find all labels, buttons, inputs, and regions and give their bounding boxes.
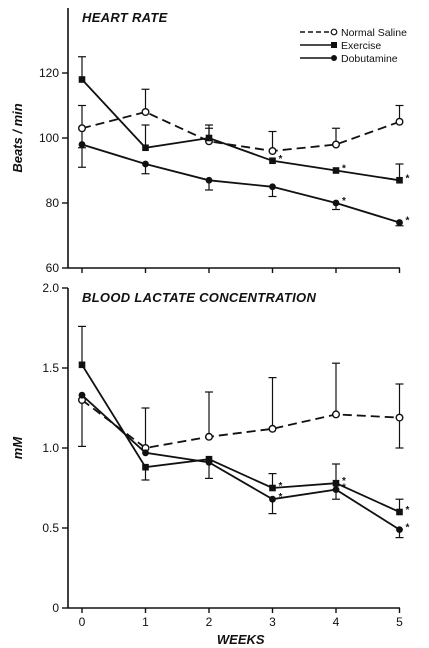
exercise-point — [332, 479, 340, 487]
dobutamine-point — [396, 219, 403, 226]
normal-saline-point — [332, 140, 341, 149]
exercise-significance-star: * — [279, 154, 283, 165]
normal-saline-line — [81, 399, 400, 449]
legend-dobutamine-label: Dobutamine — [341, 53, 398, 65]
dobutamine-line — [81, 143, 400, 224]
normal-saline-point — [268, 146, 277, 155]
normal-saline-point — [204, 432, 213, 441]
x-tick-label: 4 — [333, 615, 340, 629]
exercise-significance-star: * — [406, 173, 410, 184]
exercise-point — [78, 361, 86, 369]
exercise-point — [142, 463, 149, 471]
normal-saline-point — [395, 117, 404, 126]
dobutamine-significance-star: * — [342, 483, 346, 494]
panel-title: HEART RATE — [82, 10, 168, 25]
exercise-significance-star: * — [342, 164, 346, 175]
dobutamine-point — [205, 459, 213, 466]
exercise-significance-star: * — [279, 481, 283, 492]
legend-exercise-label: Exercise — [341, 40, 381, 52]
y-tick-label: 0.5 — [42, 521, 59, 535]
y-tick-label: 1.5 — [42, 361, 59, 375]
exercise-point — [205, 134, 213, 142]
dobutamine-point — [142, 449, 149, 457]
exercise-point — [269, 484, 276, 492]
dobutamine-significance-star: * — [406, 216, 410, 227]
legend-normal-saline-marker — [330, 28, 338, 36]
y-axis-label: mM — [10, 436, 25, 460]
normal-saline-point — [268, 424, 277, 433]
y-tick-label: 1.0 — [42, 441, 59, 455]
legend-normal-saline-label: Normal Saline — [341, 27, 407, 39]
x-tick-label: 5 — [396, 615, 403, 629]
panel-title: BLOOD LACTATE CONCENTRATION — [82, 290, 316, 305]
y-tick-label: 0 — [52, 601, 59, 615]
exercise-point — [269, 157, 276, 165]
exercise-significance-star: * — [406, 505, 410, 516]
dobutamine-point — [269, 183, 276, 191]
normal-saline-point — [395, 413, 404, 422]
exercise-line — [81, 78, 400, 182]
exercise-point — [78, 76, 86, 83]
dobutamine-point — [269, 495, 276, 503]
dobutamine-line — [81, 394, 400, 531]
dobutamine-significance-star: * — [406, 523, 410, 534]
exercise-point — [396, 508, 403, 516]
dobutamine-point — [142, 160, 149, 168]
legend-dobutamine-marker — [331, 55, 337, 61]
x-tick-label: 0 — [79, 615, 86, 629]
dobutamine-significance-star: * — [342, 196, 346, 207]
dobutamine-point — [78, 391, 86, 399]
dobutamine-point — [205, 176, 213, 184]
dobutamine-significance-star: * — [279, 492, 283, 503]
normal-saline-point — [332, 410, 341, 419]
y-axis-label: Beats / min — [10, 103, 25, 172]
y-tick-label: 120 — [39, 66, 59, 80]
exercise-significance-star: * — [342, 476, 346, 487]
heart-rate-panel: 60 80 100 120 HEART RATE Beats / min * * * * * Norm… — [10, 8, 410, 275]
dobutamine-point — [78, 141, 86, 148]
y-tick-label: 80 — [46, 196, 60, 210]
legend-exercise-marker — [331, 42, 337, 48]
dobutamine-point — [332, 486, 340, 493]
dobutamine-point — [396, 526, 403, 533]
exercise-point — [396, 176, 403, 184]
normal-saline-point — [141, 107, 150, 116]
blood-lactate-panel: 0 0.5 1.0 1.5 2.0 0 1 2 3 4 5 BLOOD LACTATE CONCENT… — [10, 281, 410, 647]
exercise-point — [332, 167, 340, 174]
x-axis-label: WEEKS — [217, 632, 265, 647]
y-tick-label: 100 — [39, 131, 59, 145]
dobutamine-point — [332, 199, 340, 207]
x-tick-label: 3 — [269, 615, 276, 629]
y-tick-label: 60 — [46, 261, 60, 275]
normal-saline-point — [77, 124, 86, 133]
exercise-line — [81, 364, 400, 513]
exercise-point — [142, 144, 149, 152]
x-tick-label: 2 — [206, 615, 213, 629]
x-tick-label: 1 — [142, 615, 149, 629]
y-tick-label: 2.0 — [42, 281, 59, 295]
normal-saline-line — [81, 111, 400, 152]
